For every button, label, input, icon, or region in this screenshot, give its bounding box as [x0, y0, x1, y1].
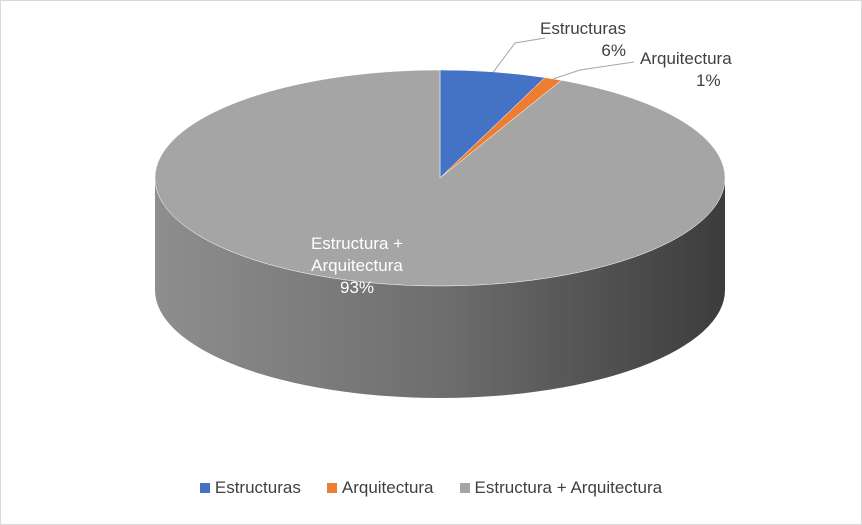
slice-label: Estructuras 6% [540, 18, 626, 62]
legend-swatch [459, 483, 470, 493]
legend-label: Estructura + Arquitectura [474, 478, 663, 497]
legend-label: Arquitectura [341, 478, 434, 497]
leader-line [553, 61, 635, 80]
slice-percent: 1% [696, 71, 721, 90]
leader-line [493, 37, 546, 73]
slice [154, 69, 726, 287]
slice-percent: 6% [601, 41, 626, 60]
legend-swatch [326, 483, 337, 493]
legend-swatch [199, 483, 210, 493]
legend-item: Arquitectura [326, 478, 434, 498]
slice-category: Estructuras [540, 19, 626, 38]
slice-percent: 93% [339, 278, 375, 297]
slice-side [155, 178, 725, 398]
legend-item: Estructuras [199, 478, 301, 498]
legend: Estructuras Arquitectura Estructura + Arqu… [0, 478, 862, 498]
slice-label: Arquitectura 1% [640, 48, 732, 92]
legend-label: Estructuras [214, 478, 301, 497]
legend-item: Estructura + Arquitectura [459, 478, 663, 498]
slice-category: Arquitectura [640, 49, 732, 68]
slice-category: Estructura + Arquitectura [310, 234, 404, 275]
slice-label: Estructura + Arquitectura 93% [282, 233, 432, 299]
